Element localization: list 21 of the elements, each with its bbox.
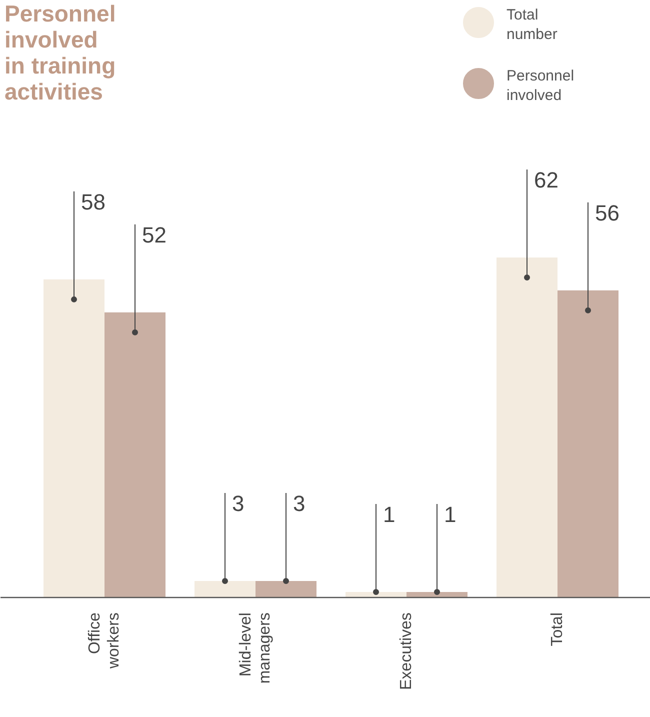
bar — [256, 581, 316, 598]
data-label: 1 — [444, 502, 456, 528]
data-label: 3 — [232, 491, 244, 516]
data-label: 62 — [534, 168, 558, 192]
data-label: 52 — [142, 222, 166, 248]
x-tick-label: Executives — [398, 612, 415, 690]
bar — [496, 258, 558, 598]
bar — [558, 290, 618, 598]
x-tick-label: Mid-level managers — [238, 612, 274, 684]
data-label: 56 — [595, 200, 620, 226]
bar — [44, 279, 104, 598]
x-tick-label: Total — [549, 612, 566, 646]
x-tick-label: Office workers — [86, 612, 122, 670]
data-label: 58 — [81, 189, 106, 214]
bar — [104, 312, 166, 598]
data-label: 1 — [383, 502, 396, 528]
chart-title: Personnel involved in training activities — [4, 0, 116, 104]
legend-label: Total number — [506, 6, 558, 44]
bar — [194, 581, 256, 598]
legend-label: Personnel involved — [506, 68, 574, 104]
data-label: 3 — [293, 491, 306, 516]
